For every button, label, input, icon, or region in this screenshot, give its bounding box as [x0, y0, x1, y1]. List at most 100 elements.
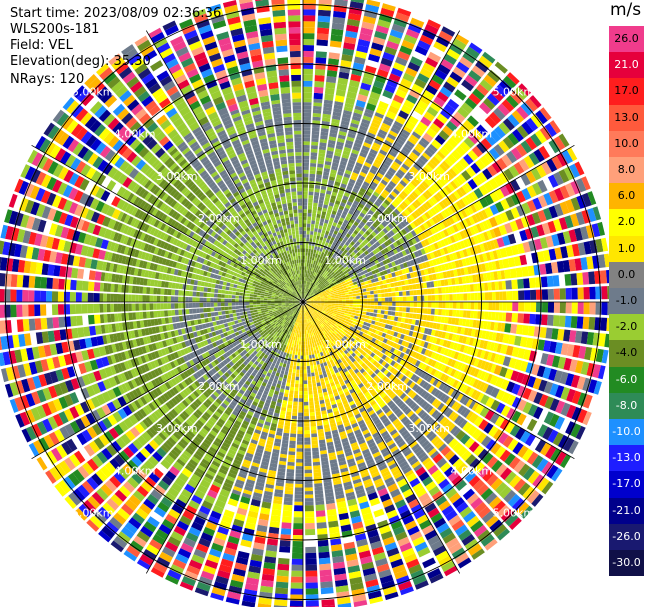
velocity-gate [369, 239, 375, 246]
velocity-gate [410, 151, 419, 160]
velocity-gate [484, 151, 496, 164]
velocity-gate [328, 202, 335, 207]
velocity-gate [365, 203, 372, 209]
velocity-gate [338, 276, 343, 281]
velocity-gate [350, 285, 355, 289]
velocity-gate [310, 415, 316, 420]
velocity-gate [329, 270, 333, 274]
velocity-gate [416, 185, 424, 194]
velocity-gate [330, 34, 343, 42]
velocity-gate [461, 79, 474, 92]
velocity-gate [304, 448, 311, 452]
velocity-gate [354, 197, 361, 203]
velocity-gate [399, 307, 403, 312]
velocity-gate [374, 210, 381, 217]
velocity-gate [346, 251, 351, 257]
velocity-gate [305, 277, 307, 281]
velocity-gate [324, 286, 328, 290]
velocity-gate [316, 269, 319, 274]
velocity-gate [334, 305, 339, 308]
velocity-gate [397, 317, 402, 322]
velocity-gate [363, 308, 367, 312]
velocity-gate [349, 156, 357, 162]
velocity-gate [488, 302, 493, 311]
velocity-gate [320, 259, 324, 264]
velocity-gate [450, 180, 458, 190]
velocity-gate [408, 214, 415, 222]
velocity-gate [420, 302, 425, 308]
velocity-gate [343, 42, 356, 51]
velocity-gate [323, 200, 329, 206]
velocity-gate [310, 163, 317, 167]
velocity-gate [388, 167, 397, 175]
velocity-gate [318, 199, 324, 204]
velocity-gate [306, 270, 308, 274]
velocity-gate [588, 317, 596, 330]
velocity-gate [405, 312, 410, 318]
velocity-gate [315, 261, 318, 266]
velocity-gate [284, 422, 291, 427]
velocity-gate [372, 118, 382, 126]
velocity-gate [404, 233, 411, 241]
velocity-gate [379, 271, 385, 276]
velocity-gate [336, 257, 341, 262]
velocity-gate [293, 511, 303, 518]
velocity-gate [288, 368, 293, 373]
velocity-gate [309, 340, 312, 345]
velocity-gate [426, 175, 435, 184]
velocity-gate [363, 181, 370, 187]
velocity-gate [459, 56, 473, 69]
velocity-gate [359, 125, 368, 132]
velocity-gate [312, 288, 316, 292]
velocity-gate [295, 376, 300, 381]
velocity-gate [433, 233, 440, 242]
velocity-gate [319, 138, 328, 144]
velocity-gate [399, 296, 403, 302]
velocity-gate [347, 12, 362, 21]
velocity-gate [324, 298, 328, 300]
velocity-gate [433, 250, 439, 258]
velocity-gate [283, 429, 290, 434]
velocity-gate [388, 193, 396, 201]
velocity-gate [403, 34, 418, 45]
velocity-gate [308, 195, 314, 199]
velocity-gate [355, 257, 361, 262]
velocity-gate [361, 266, 367, 271]
velocity-gate [410, 56, 423, 67]
velocity-gate [306, 284, 308, 289]
velocity-gate [468, 70, 482, 83]
velocity-gate [330, 169, 337, 175]
velocity-gate [564, 273, 572, 286]
velocity-gate [315, 293, 320, 297]
velocity-gate [334, 284, 339, 288]
velocity-gate [384, 46, 397, 56]
velocity-gate [374, 305, 378, 310]
velocity-gate [333, 155, 341, 161]
velocity-gate [303, 202, 308, 206]
velocity-gate [388, 302, 393, 306]
velocity-gate [317, 206, 323, 211]
velocity-gate [406, 196, 414, 203]
velocity-gate [292, 351, 296, 355]
velocity-gate [314, 188, 320, 193]
velocity-gate [342, 263, 347, 268]
velocity-gate [390, 147, 399, 155]
velocity-gate [430, 207, 437, 216]
velocity-gate [305, 517, 315, 524]
velocity-gate [315, 220, 320, 225]
velocity-gate [290, 576, 303, 583]
velocity-gate [303, 255, 305, 260]
velocity-gate [291, 422, 297, 427]
velocity-gate [437, 287, 442, 294]
velocity-gate [365, 4, 380, 13]
velocity-gate [316, 174, 322, 179]
velocity-gate [290, 361, 294, 366]
velocity-gate [477, 171, 488, 183]
velocity-gate [384, 139, 393, 147]
velocity-gate [314, 268, 318, 273]
velocity-gate [288, 346, 291, 351]
velocity-gate [424, 23, 439, 35]
velocity-gate [549, 120, 561, 134]
velocity-gate [411, 201, 419, 209]
velocity-gate [360, 271, 365, 276]
